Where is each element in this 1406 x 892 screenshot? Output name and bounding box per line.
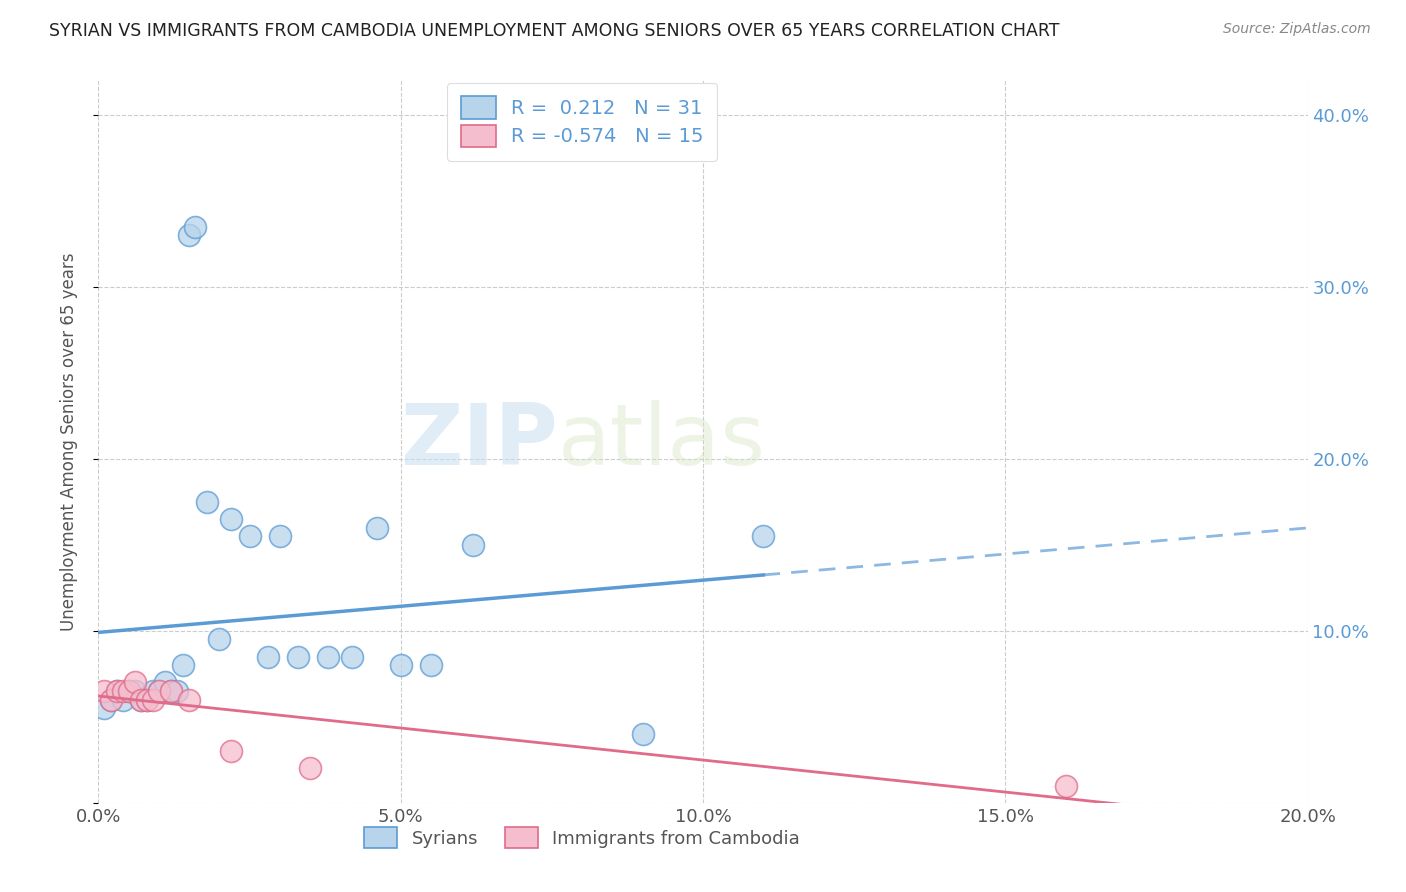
- Point: [287, 649, 309, 664]
- Point: [118, 684, 141, 698]
- Text: Source: ZipAtlas.com: Source: ZipAtlas.com: [1223, 22, 1371, 37]
- Point: [179, 692, 201, 706]
- Point: [184, 219, 207, 234]
- Point: [111, 692, 134, 706]
- Text: SYRIAN VS IMMIGRANTS FROM CAMBODIA UNEMPLOYMENT AMONG SENIORS OVER 65 YEARS CORR: SYRIAN VS IMMIGRANTS FROM CAMBODIA UNEMP…: [49, 22, 1060, 40]
- Point: [105, 684, 128, 698]
- Point: [221, 744, 243, 758]
- Point: [239, 529, 262, 543]
- Point: [142, 692, 165, 706]
- Point: [172, 658, 194, 673]
- Point: [221, 512, 243, 526]
- Point: [111, 684, 134, 698]
- Point: [129, 692, 152, 706]
- Point: [208, 632, 231, 647]
- Point: [256, 649, 278, 664]
- Text: ZIP: ZIP: [401, 400, 558, 483]
- Point: [160, 684, 183, 698]
- Point: [342, 649, 364, 664]
- Point: [463, 538, 485, 552]
- Point: [100, 692, 122, 706]
- Point: [299, 761, 322, 775]
- Point: [93, 701, 115, 715]
- Point: [269, 529, 291, 543]
- Legend: Syrians, Immigrants from Cambodia: Syrians, Immigrants from Cambodia: [357, 820, 807, 855]
- Point: [135, 692, 157, 706]
- Point: [118, 684, 141, 698]
- Point: [148, 684, 170, 698]
- Point: [93, 684, 115, 698]
- Point: [316, 649, 339, 664]
- Point: [195, 494, 218, 508]
- Point: [105, 684, 128, 698]
- Text: atlas: atlas: [558, 400, 766, 483]
- Point: [153, 675, 176, 690]
- Y-axis label: Unemployment Among Seniors over 65 years: Unemployment Among Seniors over 65 years: [59, 252, 77, 631]
- Point: [100, 692, 122, 706]
- Point: [179, 228, 201, 243]
- Point: [166, 684, 188, 698]
- Point: [366, 520, 388, 534]
- Point: [129, 692, 152, 706]
- Point: [420, 658, 443, 673]
- Point: [142, 684, 165, 698]
- Point: [124, 675, 146, 690]
- Point: [389, 658, 412, 673]
- Point: [752, 529, 775, 543]
- Point: [1054, 779, 1077, 793]
- Point: [135, 692, 157, 706]
- Point: [124, 684, 146, 698]
- Point: [148, 684, 170, 698]
- Point: [160, 684, 183, 698]
- Point: [631, 727, 654, 741]
